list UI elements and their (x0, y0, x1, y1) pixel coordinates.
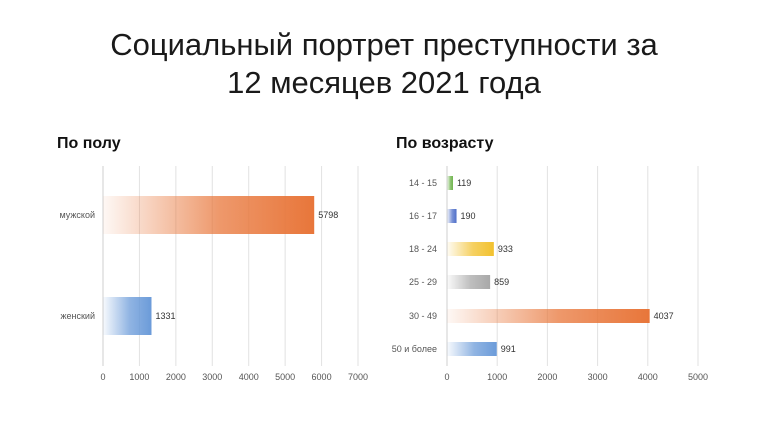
bar (447, 176, 453, 190)
x-tick-label: 1000 (487, 372, 507, 382)
bar (103, 297, 152, 335)
x-tick-label: 3000 (202, 372, 222, 382)
data-label: 190 (461, 211, 476, 221)
slide-title-line-1: Социальный портрет преступности за (110, 27, 658, 62)
x-tick-label: 5000 (688, 372, 708, 382)
category-label: 18 - 24 (409, 244, 437, 254)
bar (447, 342, 497, 356)
data-label: 859 (494, 277, 509, 287)
data-label: 933 (498, 244, 513, 254)
slide-title: Социальный портрет преступности за 12 ме… (0, 26, 768, 102)
bar (447, 242, 494, 256)
age-chart-title: По возрасту (396, 135, 494, 152)
bar (447, 275, 491, 289)
x-tick-label: 0 (444, 372, 449, 382)
x-tick-label: 7000 (348, 372, 368, 382)
bar (103, 196, 315, 234)
bar (447, 209, 457, 223)
category-label: женский (61, 311, 96, 321)
category-label: 50 и более (392, 344, 437, 354)
bar (447, 309, 650, 323)
x-tick-label: 3000 (588, 372, 608, 382)
x-tick-label: 1000 (129, 372, 149, 382)
data-label: 4037 (654, 311, 674, 321)
x-tick-label: 4000 (638, 372, 658, 382)
category-label: 14 - 15 (409, 178, 437, 188)
x-tick-label: 2000 (166, 372, 186, 382)
category-label: 25 - 29 (409, 277, 437, 287)
category-label: 16 - 17 (409, 211, 437, 221)
data-label: 119 (457, 178, 471, 188)
category-label: 30 - 49 (409, 311, 437, 321)
data-label: 5798 (318, 210, 338, 220)
slide-title-line-2: 12 месяцев 2021 года (227, 65, 541, 100)
x-tick-label: 4000 (239, 372, 259, 382)
data-label: 1331 (155, 311, 175, 321)
x-tick-label: 5000 (275, 372, 295, 382)
gender-chart-title: По полу (57, 135, 121, 152)
x-tick-label: 6000 (312, 372, 332, 382)
x-tick-label: 0 (100, 372, 105, 382)
x-tick-label: 2000 (537, 372, 557, 382)
category-label: мужской (60, 210, 95, 220)
data-label: 991 (501, 344, 516, 354)
